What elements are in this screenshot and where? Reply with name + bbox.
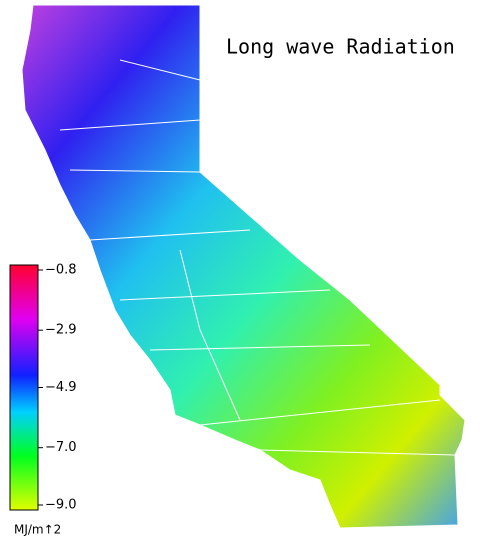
county-lines — [59, 59, 456, 456]
colorbar-tick-label: −2.9 — [45, 323, 77, 338]
colorbar-tick-label: −0.8 — [45, 263, 77, 278]
colorbar-tick-label: −9.0 — [45, 498, 77, 513]
map-title: Long wave Radiation — [226, 35, 455, 59]
colorbar-unit: MJ/m↑2 — [14, 523, 61, 537]
colorbar-tick-label: −4.9 — [45, 380, 77, 395]
colorbar — [9, 264, 39, 511]
california — [21, 4, 466, 529]
colorbar-tick-label: −7.0 — [45, 440, 77, 455]
